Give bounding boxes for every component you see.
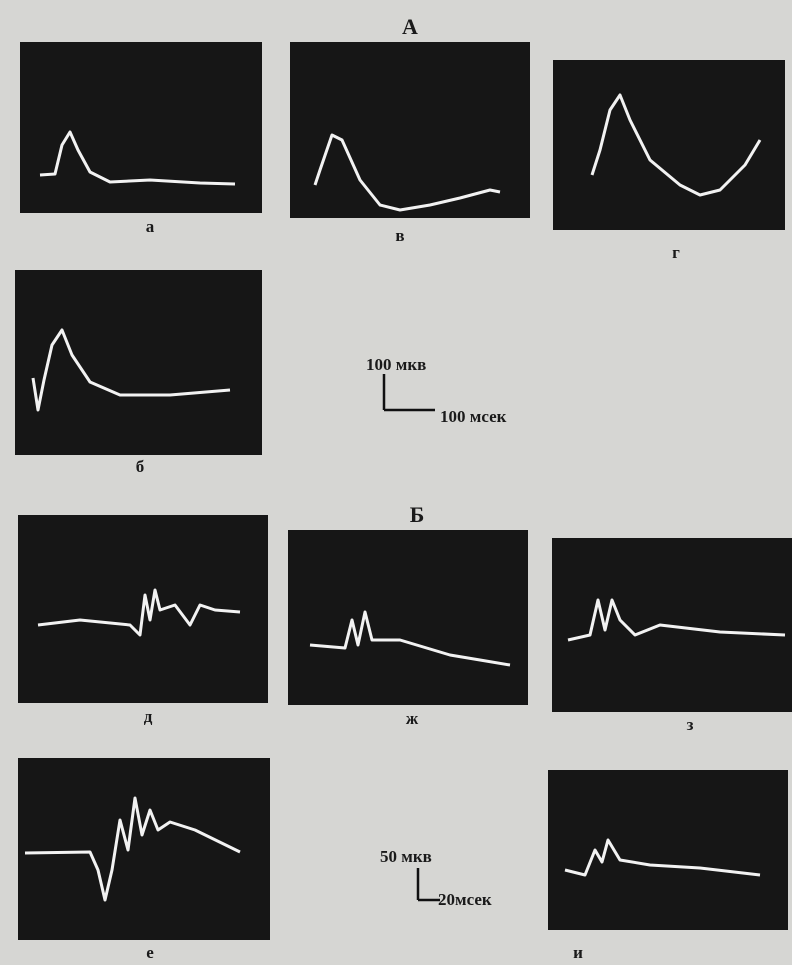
panel-label: в — [395, 226, 404, 245]
panel-label: а — [146, 217, 155, 236]
panel-label: з — [687, 715, 694, 734]
panel: а — [20, 42, 262, 236]
panel-label: е — [146, 943, 154, 962]
figure: А а в г б 100 мкв 100 мсек Б д ж — [0, 0, 792, 965]
section-label: А — [402, 14, 418, 39]
panel-label: д — [144, 707, 153, 726]
panel: б — [15, 270, 262, 476]
oscillogram — [548, 770, 788, 930]
panel: д — [18, 515, 268, 726]
panel: в — [290, 42, 530, 245]
panel: з — [552, 538, 792, 734]
panel: ж — [288, 530, 528, 728]
oscillogram — [288, 530, 528, 705]
panel-label: б — [136, 457, 145, 476]
amplitude-label: 100 мкв — [366, 355, 426, 374]
panel-label: г — [672, 243, 680, 262]
panel-label: и — [573, 943, 583, 962]
amplitude-label: 50 мкв — [380, 847, 432, 866]
oscillogram — [15, 270, 262, 455]
panel-label: ж — [406, 709, 419, 728]
section-label: Б — [410, 502, 425, 527]
oscillogram — [553, 60, 785, 230]
time-label: 20мсек — [438, 890, 492, 909]
oscillogram — [20, 42, 262, 213]
time-label: 100 мсек — [440, 407, 507, 426]
panel: е — [18, 758, 270, 962]
